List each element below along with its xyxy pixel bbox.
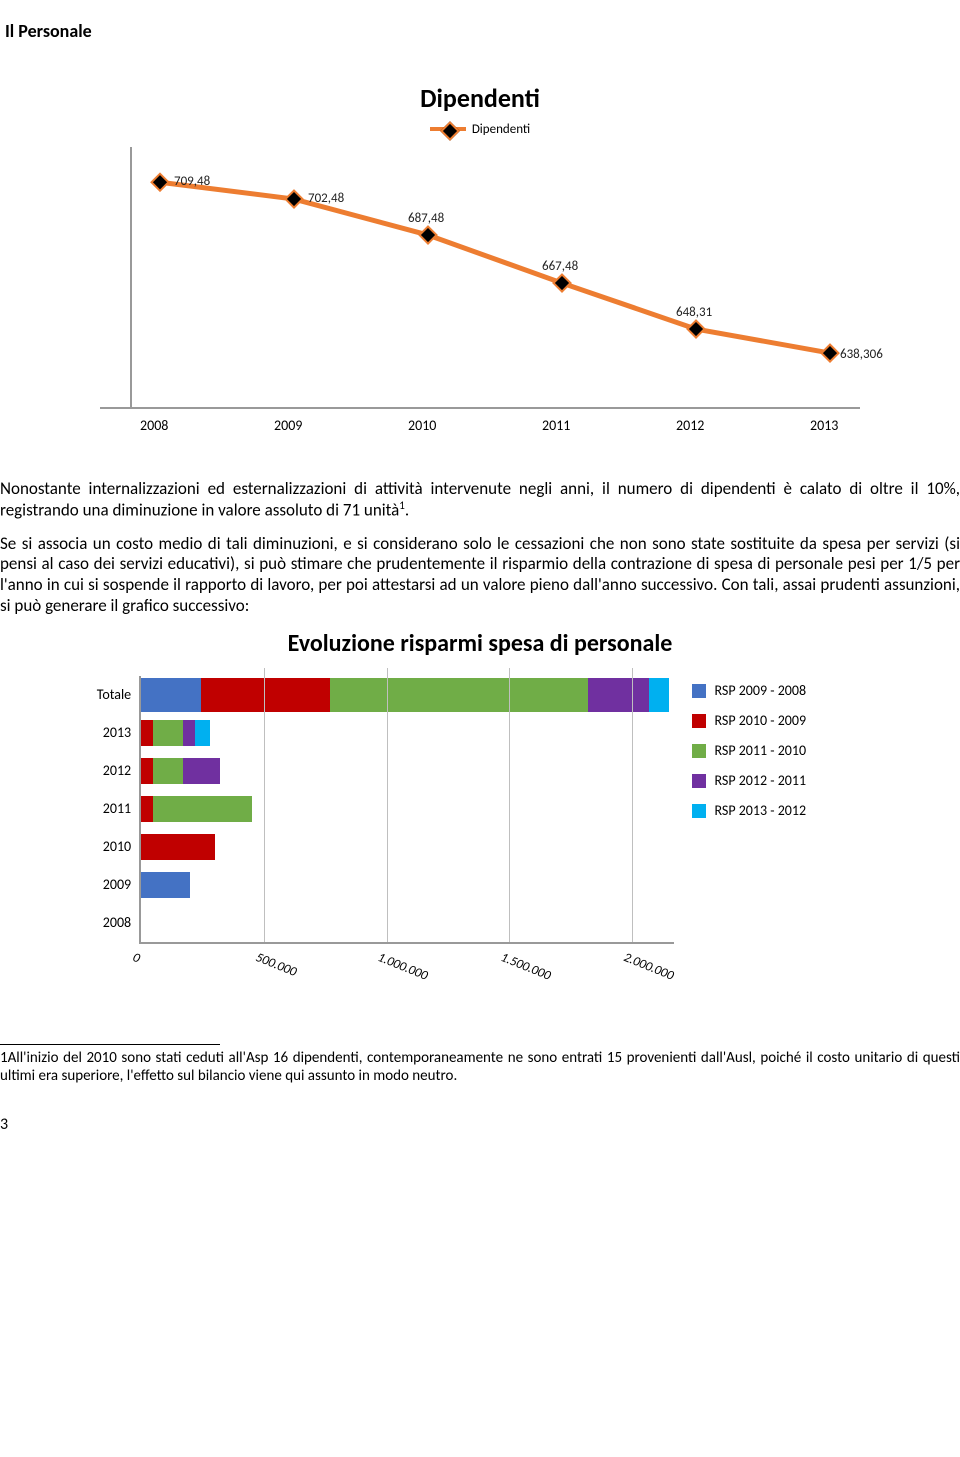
chart2-legend-item: RSP 2011 - 2010 bbox=[692, 736, 890, 766]
chart2-bar-segment bbox=[153, 720, 182, 746]
chart1-line-svg bbox=[100, 147, 860, 407]
chart2-bar-segment bbox=[183, 720, 195, 746]
legend-swatch-icon bbox=[692, 714, 706, 728]
chart2-bar-segment bbox=[153, 796, 251, 822]
section-heading: Il Personale bbox=[0, 20, 960, 42]
chart2-legend-label: RSP 2012 - 2011 bbox=[714, 772, 806, 789]
chart2-legend-item: RSP 2012 - 2011 bbox=[692, 766, 890, 796]
chart1-x-tick: 2010 bbox=[408, 417, 436, 434]
chart2-bar-segment bbox=[141, 678, 201, 712]
chart2-legend-label: RSP 2013 - 2012 bbox=[714, 802, 806, 819]
chart2-legend-item: RSP 2013 - 2012 bbox=[692, 796, 890, 826]
chart2-gridline bbox=[509, 668, 510, 942]
footnote-1: 1All'inizio del 2010 sono stati ceduti a… bbox=[0, 1049, 960, 1085]
chart1-x-tick: 2008 bbox=[140, 417, 168, 434]
chart-evoluzione-risparmi: Evoluzione risparmi spesa di personale T… bbox=[70, 629, 890, 1004]
chart2-y-tick: 2011 bbox=[70, 790, 139, 828]
chart2-bar-segment bbox=[141, 720, 153, 746]
chart2-y-tick: 2013 bbox=[70, 714, 139, 752]
chart2-plot-area bbox=[139, 676, 674, 944]
page-number: 3 bbox=[0, 1115, 960, 1134]
chart2-gridline bbox=[264, 668, 265, 942]
chart2-y-tick: 2008 bbox=[70, 904, 139, 942]
chart2-legend: RSP 2009 - 2008 RSP 2010 - 2009 RSP 2011 -… bbox=[674, 676, 890, 944]
chart1-data-label: 638,306 bbox=[840, 347, 883, 362]
chart1-title: Dipendenti bbox=[70, 82, 890, 114]
chart2-bar-segment bbox=[141, 758, 153, 784]
chart2-y-tick: 2012 bbox=[70, 752, 139, 790]
chart2-legend-item: RSP 2010 - 2009 bbox=[692, 706, 890, 736]
chart1-plot-area: 709,48702,48687,48667,48648,31638,306 bbox=[100, 147, 860, 409]
chart2-legend-label: RSP 2011 - 2010 bbox=[714, 742, 806, 759]
legend-line-icon bbox=[430, 127, 466, 131]
legend-swatch-icon bbox=[692, 744, 706, 758]
chart2-bar-segment bbox=[588, 678, 649, 712]
chart2-bar-row bbox=[141, 790, 674, 828]
paragraph-1: Nonostante internalizzazioni ed esternal… bbox=[0, 479, 960, 522]
legend-swatch-icon bbox=[692, 804, 706, 818]
chart2-bar-row bbox=[141, 828, 674, 866]
chart1-x-tick: 2013 bbox=[810, 417, 838, 434]
chart1-x-tick: 2009 bbox=[274, 417, 302, 434]
chart1-legend: Dipendenti bbox=[70, 120, 890, 137]
chart2-y-tick: Totale bbox=[70, 676, 139, 714]
legend-swatch-icon bbox=[692, 774, 706, 788]
chart1-x-tick: 2011 bbox=[542, 417, 570, 434]
chart2-bar-row bbox=[141, 866, 674, 904]
chart2-gridline bbox=[632, 668, 633, 942]
chart2-x-tick: 0 bbox=[130, 950, 142, 966]
chart2-bar-segment bbox=[201, 678, 330, 712]
chart2-bar-row bbox=[141, 714, 674, 752]
chart2-y-labels: Totale201320122011201020092008 bbox=[70, 676, 139, 944]
chart2-bar-segment bbox=[141, 834, 215, 860]
chart2-legend-label: RSP 2009 - 2008 bbox=[714, 682, 806, 699]
footnote-separator bbox=[0, 1044, 220, 1045]
legend-swatch-icon bbox=[692, 684, 706, 698]
chart2-y-tick: 2010 bbox=[70, 828, 139, 866]
chart2-bar-segment bbox=[141, 872, 190, 898]
chart1-data-label: 648,31 bbox=[676, 305, 712, 320]
chart1-x-tick: 2012 bbox=[676, 417, 704, 434]
chart2-x-tick: 2.000.000 bbox=[621, 950, 675, 984]
chart2-bar-row bbox=[141, 904, 674, 942]
paragraph-2: Se si associa un costo medio di tali dim… bbox=[0, 534, 960, 617]
chart2-bar-segment bbox=[153, 758, 182, 784]
chart2-bar-segment bbox=[183, 758, 220, 784]
chart2-legend-item: RSP 2009 - 2008 bbox=[692, 676, 890, 706]
chart2-x-tick: 1.500.000 bbox=[499, 950, 553, 984]
chart2-y-tick: 2009 bbox=[70, 866, 139, 904]
chart1-data-label: 702,48 bbox=[308, 191, 344, 206]
chart2-bar-segment bbox=[195, 720, 210, 746]
chart2-bar-row bbox=[141, 752, 674, 790]
chart2-bar-segment bbox=[330, 678, 588, 712]
chart1-x-axis: 2008 2009 2010 2011 2012 2013 bbox=[100, 417, 860, 439]
chart2-title: Evoluzione risparmi spesa di personale bbox=[70, 629, 890, 658]
chart-dipendenti: Dipendenti Dipendenti 709,48 702,48 687,48… bbox=[70, 82, 890, 439]
chart2-gridline bbox=[387, 668, 388, 942]
chart2-x-tick: 1.000.000 bbox=[376, 950, 430, 984]
chart1-data-label: 687,48 bbox=[408, 211, 444, 226]
chart2-x-axis: 0500.0001.000.0001.500.0002.000.000 bbox=[140, 944, 680, 1004]
chart1-data-label: 667,48 bbox=[542, 259, 578, 274]
chart2-bar-row bbox=[141, 676, 674, 714]
chart2-legend-label: RSP 2010 - 2009 bbox=[714, 712, 806, 729]
chart1-legend-label: Dipendenti bbox=[472, 122, 530, 137]
chart2-x-tick: 500.000 bbox=[253, 950, 298, 980]
chart1-data-label: 709,48 bbox=[174, 174, 210, 189]
chart2-bar-segment bbox=[649, 678, 669, 712]
chart2-bar-segment bbox=[141, 796, 153, 822]
